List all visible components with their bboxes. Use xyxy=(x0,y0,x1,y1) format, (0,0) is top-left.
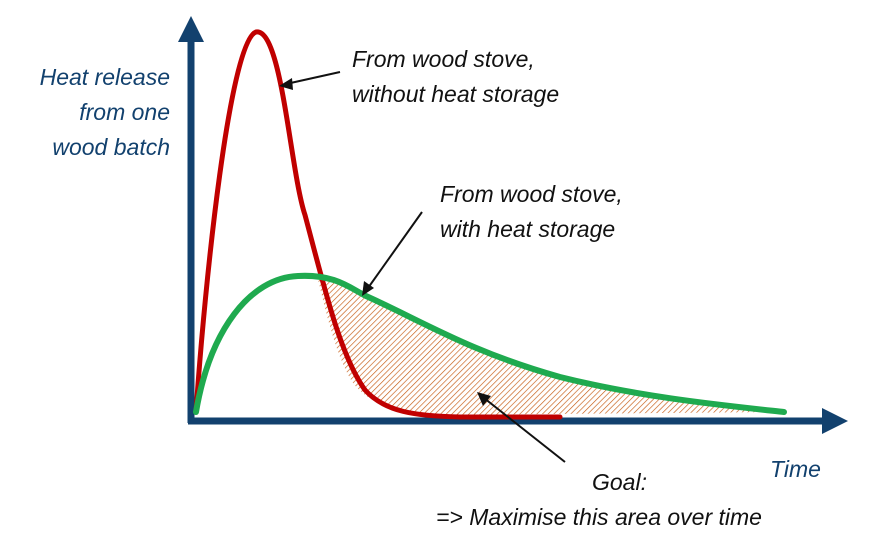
arrow-without-storage-line xyxy=(285,71,341,85)
arrow-goal-line xyxy=(483,397,566,463)
goal-detail: => Maximise this area over time xyxy=(436,504,762,530)
arrow-with-storage-line xyxy=(367,211,423,289)
y-axis-label: Heat release from one wood batch xyxy=(0,60,170,165)
y-axis-label-line-2: from one xyxy=(79,99,170,125)
hatched-goal-area xyxy=(318,279,784,415)
goal-label: Goal: xyxy=(592,469,647,495)
annotation-without-storage-line-2: without heat storage xyxy=(352,81,560,107)
annotation-with-storage: From wood stove, with heat storage xyxy=(440,177,623,247)
annotation-without-storage-line-1: From wood stove, xyxy=(352,46,535,72)
y-axis-label-line-3: wood batch xyxy=(52,134,170,160)
curve-with-heat-storage xyxy=(193,272,787,415)
arrow-without-storage-head xyxy=(279,78,293,90)
curve-without-heat-storage xyxy=(193,29,563,420)
x-axis-label: Time xyxy=(770,456,821,482)
annotation-without-storage: From wood stove, without heat storage xyxy=(352,42,559,112)
x-axis-arrowhead xyxy=(822,408,848,434)
y-axis-label-line-1: Heat release xyxy=(39,64,170,90)
arrow-goal-head xyxy=(477,392,491,406)
y-axis-arrowhead xyxy=(178,16,204,42)
annotation-with-storage-line-1: From wood stove, xyxy=(440,181,623,207)
annotation-with-storage-line-2: with heat storage xyxy=(440,216,616,242)
arrow-with-storage-head xyxy=(362,281,374,296)
